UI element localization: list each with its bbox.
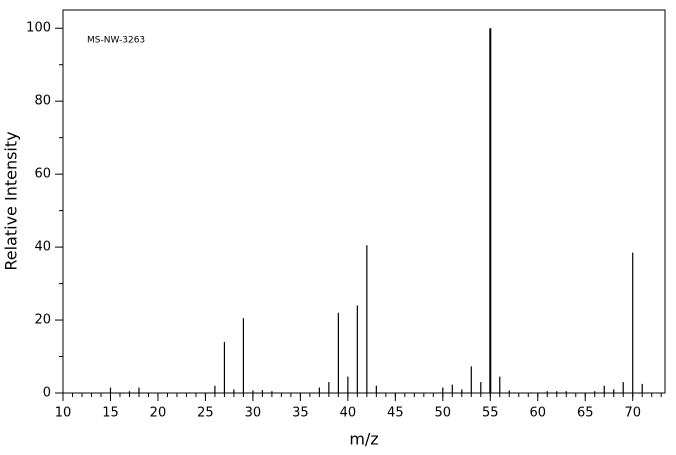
y-tick-label: 100 [26,21,51,36]
x-tick-label: 60 [529,406,546,421]
x-tick-label: 50 [435,406,452,421]
x-tick-label: 10 [55,406,72,421]
x-tick-label: 30 [245,406,262,421]
y-tick-label: 0 [43,386,51,401]
x-tick-label: 15 [102,406,119,421]
x-tick-label: 35 [292,406,309,421]
x-tick-label: 25 [197,406,214,421]
y-axis-label: Relative Intensity [2,131,21,270]
plot-frame [62,9,666,394]
x-tick-label: 40 [340,406,357,421]
y-tick-label: 40 [34,240,51,255]
x-axis-label: m/z [349,430,378,449]
x-tick-label: 20 [150,406,167,421]
x-tick-label: 70 [624,406,641,421]
y-tick-label: 80 [34,94,51,109]
x-tick-label: 45 [387,406,404,421]
x-tick-label: 55 [482,406,499,421]
x-tick-label: 65 [577,406,594,421]
y-tick-label: 60 [34,167,51,182]
annotation: MS-NW-3263 [87,36,145,46]
y-tick-label: 20 [34,313,51,328]
